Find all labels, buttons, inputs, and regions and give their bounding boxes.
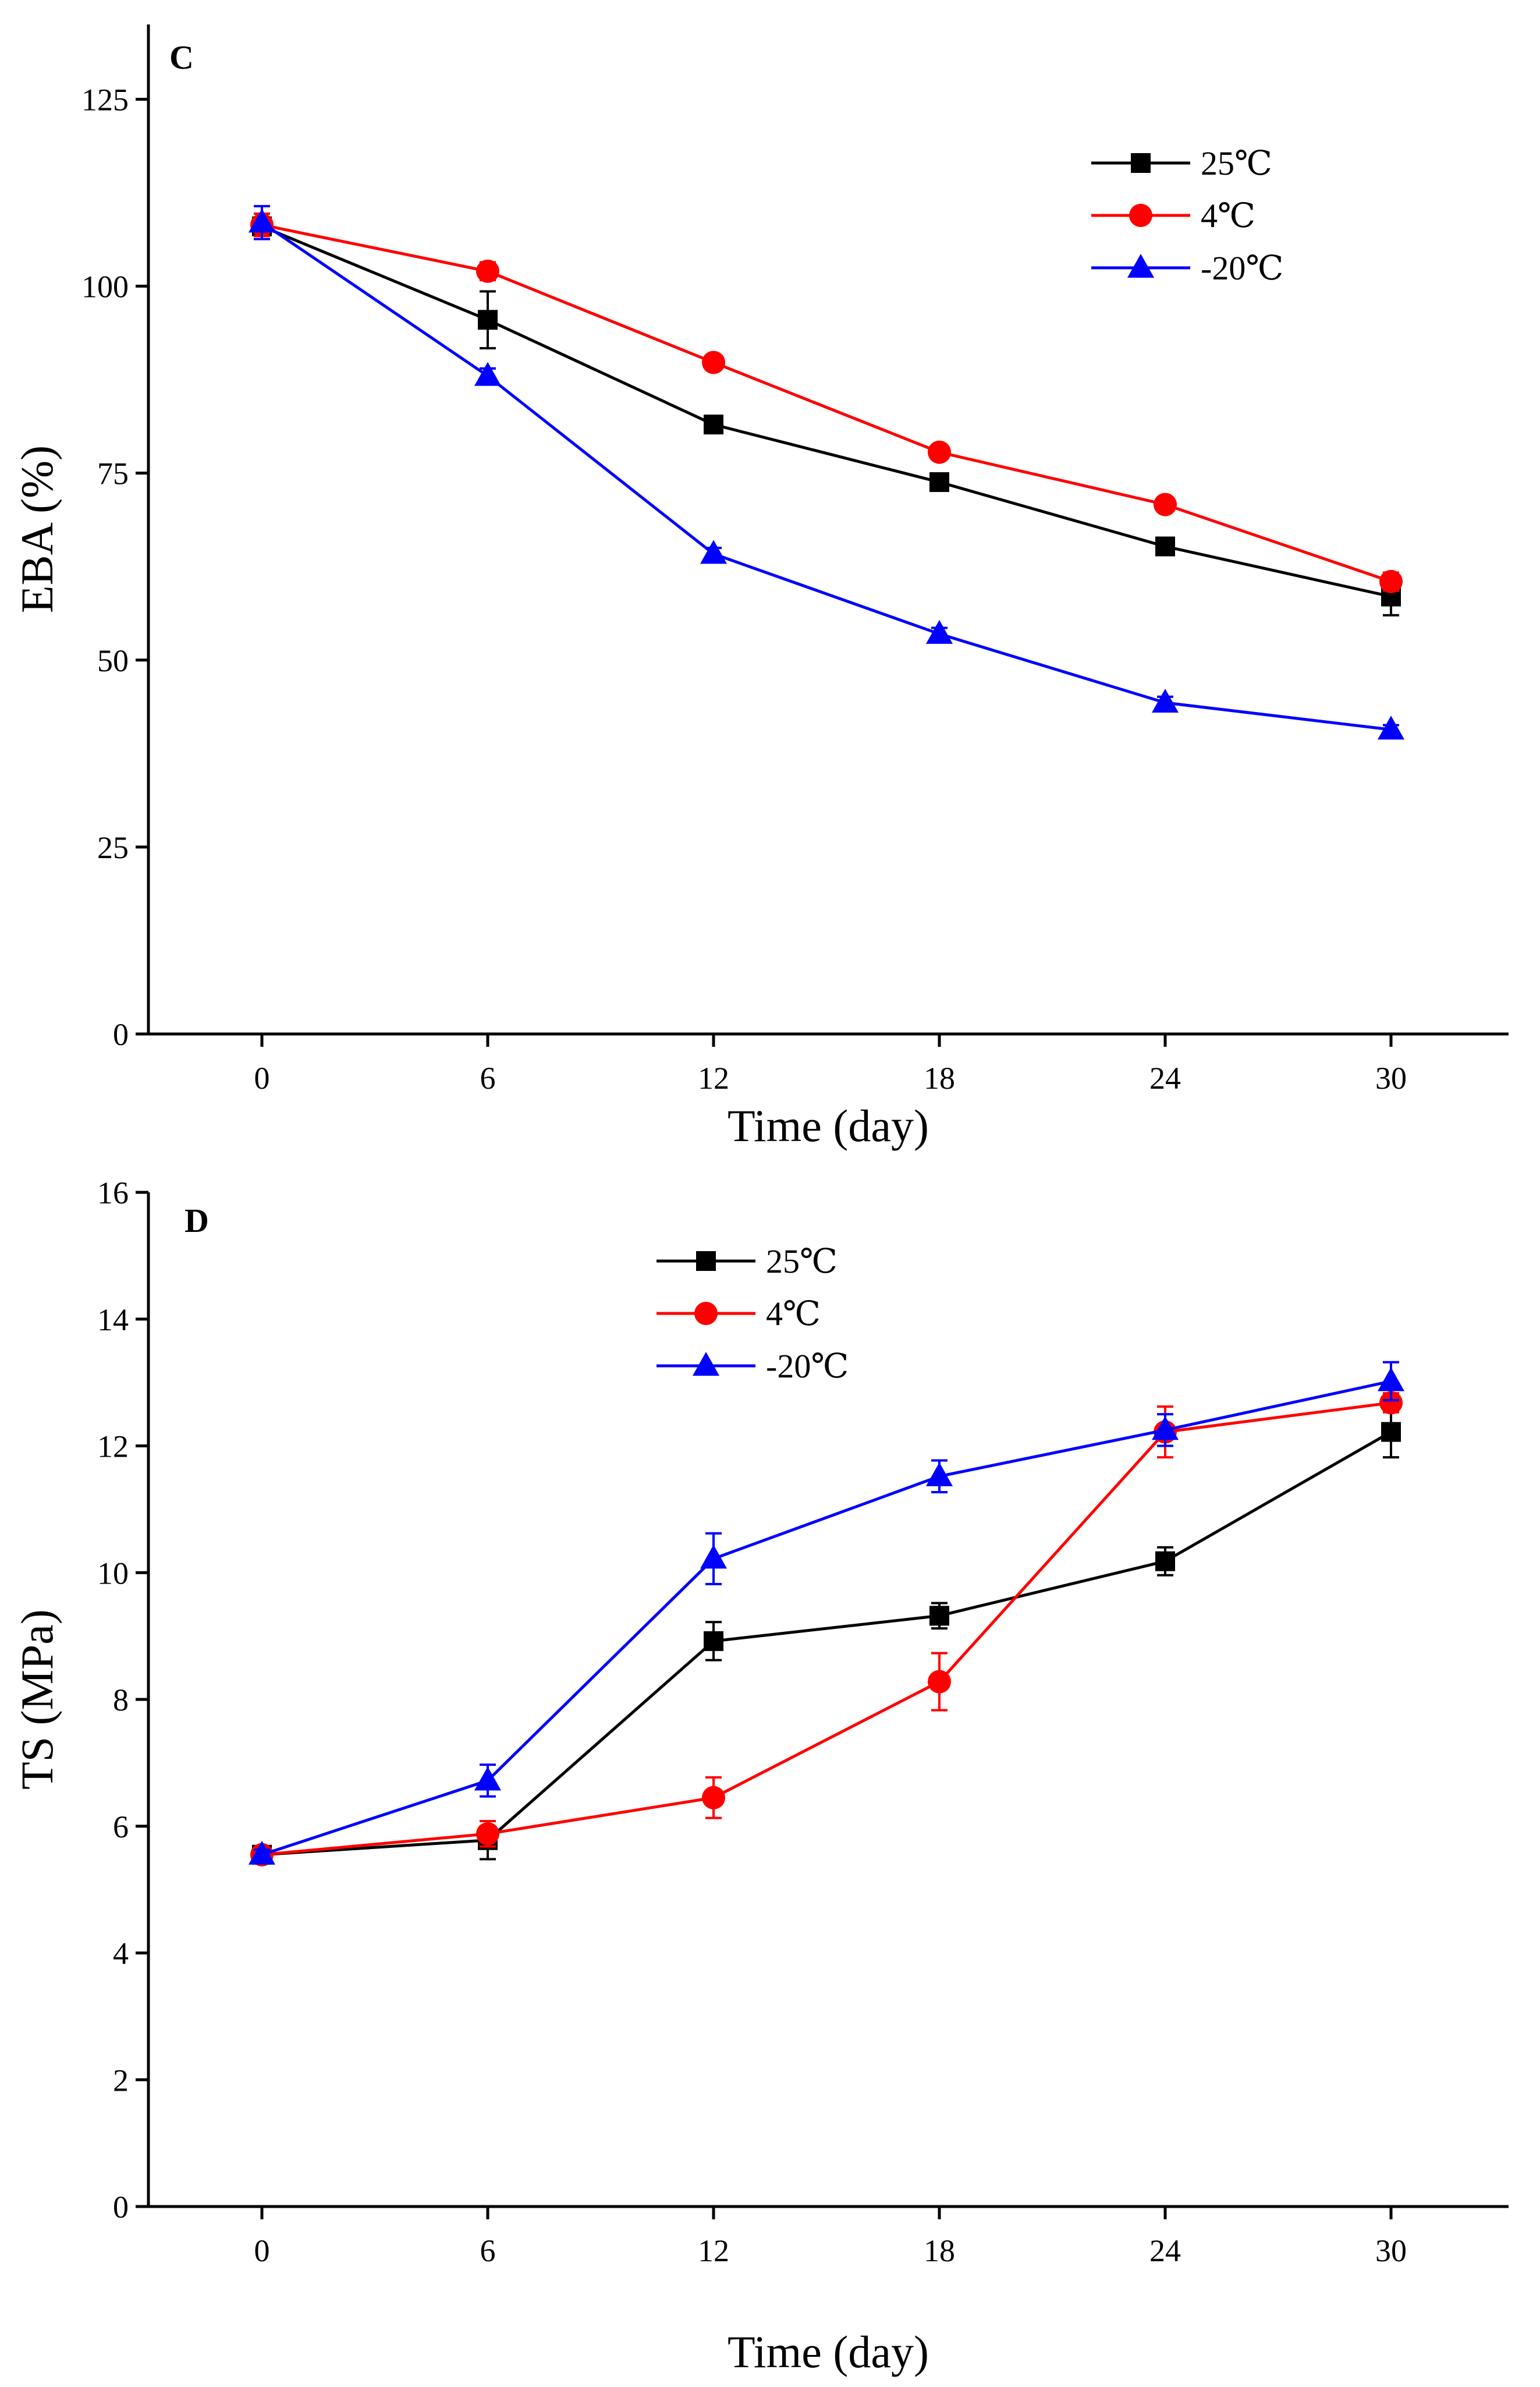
- series-line: [261, 1401, 1392, 1857]
- legend: 25℃ 4℃ -20℃: [1091, 144, 1283, 287]
- legend-marker: [693, 1352, 719, 1376]
- data-point: [1155, 1551, 1175, 1571]
- y-tick-label: 100: [81, 270, 129, 304]
- data-point: [249, 1840, 275, 1865]
- y-tick-label: 25: [97, 830, 129, 865]
- data-point: [929, 1606, 949, 1626]
- series-line: [261, 1380, 1392, 1857]
- x-tick-label: 24: [1149, 2233, 1181, 2268]
- x-tick-label: 0: [254, 2233, 270, 2268]
- x-tick-label: 6: [480, 2233, 496, 2268]
- data-point: [704, 1631, 723, 1651]
- series-0: [252, 1405, 1401, 1865]
- data-point: [702, 350, 725, 374]
- data-point: [478, 310, 498, 330]
- legend-label: 4℃: [766, 1295, 821, 1333]
- legend-marker: [696, 1251, 716, 1271]
- legend-marker: [1129, 204, 1152, 227]
- data-point: [1152, 688, 1179, 713]
- legend-label: 25℃: [766, 1242, 838, 1280]
- legend-marker: [1131, 153, 1151, 173]
- y-tick-label: 0: [113, 1017, 129, 1052]
- y-tick-label: 2: [113, 2063, 129, 2098]
- data-point: [474, 362, 501, 386]
- data-point: [1379, 569, 1403, 593]
- y-axis-title: EBA (%): [12, 445, 62, 613]
- y-tick-label: 16: [97, 1175, 129, 1210]
- series-line: [261, 1430, 1392, 1857]
- y-tick-label: 0: [113, 2190, 129, 2225]
- series-line: [261, 221, 1392, 731]
- x-axis-title: Time (day): [728, 2326, 929, 2377]
- legend: 25℃ 4℃ -20℃: [657, 1242, 849, 1385]
- x-tick-label: 18: [924, 1061, 955, 1096]
- legend-marker: [1127, 254, 1154, 278]
- chart-panel-c: 0 25 50 75 100 125 0 6 12 18 24 30 Time (day) EBA (%)…: [12, 24, 1509, 1151]
- legend-label: 25℃: [1201, 144, 1272, 182]
- x-tick-label: 30: [1375, 1061, 1407, 1096]
- legend-label: 4℃: [1201, 197, 1255, 235]
- x-tick-label: 24: [1149, 1061, 1181, 1096]
- y-tick-label: 8: [113, 1683, 129, 1717]
- panel-label: C: [169, 38, 194, 76]
- data-point: [476, 259, 499, 283]
- data-point: [1378, 1367, 1404, 1391]
- series-2: [249, 205, 1404, 740]
- y-tick-label: 10: [97, 1556, 129, 1591]
- data-point: [702, 1786, 725, 1809]
- panel-label: D: [184, 1202, 209, 1239]
- data-point: [700, 540, 727, 564]
- x-tick-label: 6: [480, 1061, 496, 1096]
- data-point: [1155, 536, 1175, 557]
- series-line: [261, 223, 1392, 583]
- data-point: [249, 208, 275, 233]
- x-tick-label: 0: [254, 1061, 270, 1096]
- y-tick-label: 75: [97, 456, 129, 491]
- data-point: [928, 1670, 951, 1694]
- y-tick-label: 4: [113, 1936, 129, 1971]
- y-axis-title: TS (MPa): [12, 1609, 62, 1790]
- data-point: [926, 1462, 953, 1486]
- data-point: [1379, 1391, 1403, 1415]
- series-2: [249, 1361, 1404, 1865]
- y-tick-label: 12: [97, 1429, 129, 1464]
- data-point: [704, 415, 723, 435]
- legend-label: -20℃: [1201, 249, 1283, 287]
- legend-marker: [694, 1302, 718, 1325]
- data-point: [476, 1822, 499, 1846]
- y-tick-label: 6: [113, 1809, 129, 1844]
- data-point: [474, 1766, 501, 1791]
- data-point: [1154, 493, 1177, 516]
- data-point: [1152, 1416, 1179, 1440]
- data-point: [1378, 716, 1404, 740]
- series-0: [252, 216, 1401, 617]
- data-point: [926, 619, 953, 644]
- x-tick-label: 30: [1375, 2233, 1407, 2268]
- y-tick-label: 125: [81, 82, 129, 117]
- x-tick-label: 18: [924, 2233, 955, 2268]
- legend-label: -20℃: [766, 1347, 849, 1385]
- x-axis-title: Time (day): [728, 1100, 929, 1151]
- data-point: [1381, 1422, 1401, 1442]
- data-point: [700, 1545, 727, 1569]
- series-line: [261, 225, 1392, 598]
- y-tick-label: 50: [97, 643, 129, 678]
- x-tick-label: 12: [698, 1061, 729, 1096]
- data-point: [929, 472, 949, 493]
- data-point: [928, 440, 951, 464]
- y-tick-label: 14: [97, 1302, 129, 1337]
- x-tick-label: 12: [698, 2233, 729, 2268]
